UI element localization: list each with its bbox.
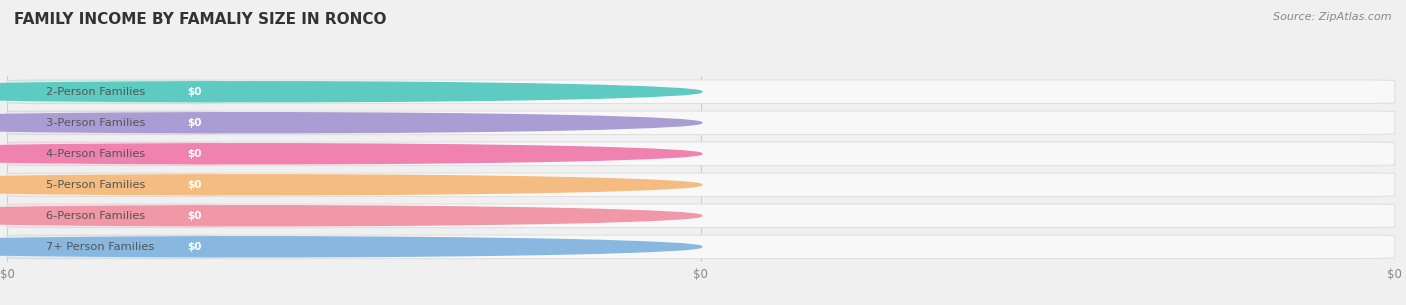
- FancyBboxPatch shape: [172, 113, 217, 133]
- Text: 7+ Person Families: 7+ Person Families: [46, 242, 155, 252]
- FancyBboxPatch shape: [7, 80, 222, 103]
- Text: 3-Person Families: 3-Person Families: [46, 118, 145, 128]
- FancyBboxPatch shape: [7, 111, 1395, 135]
- Circle shape: [0, 175, 702, 195]
- FancyBboxPatch shape: [172, 175, 217, 195]
- FancyBboxPatch shape: [7, 235, 222, 259]
- Circle shape: [0, 237, 702, 257]
- Text: FAMILY INCOME BY FAMALIY SIZE IN RONCO: FAMILY INCOME BY FAMALIY SIZE IN RONCO: [14, 12, 387, 27]
- FancyBboxPatch shape: [172, 82, 217, 102]
- FancyBboxPatch shape: [7, 142, 1395, 166]
- FancyBboxPatch shape: [172, 237, 217, 257]
- Circle shape: [0, 144, 702, 164]
- FancyBboxPatch shape: [7, 173, 222, 196]
- Text: 2-Person Families: 2-Person Families: [46, 87, 145, 97]
- FancyBboxPatch shape: [172, 144, 217, 164]
- Text: $0: $0: [187, 87, 201, 97]
- Text: 6-Person Families: 6-Person Families: [46, 211, 145, 221]
- FancyBboxPatch shape: [7, 80, 1395, 103]
- FancyBboxPatch shape: [7, 142, 222, 166]
- Circle shape: [0, 82, 702, 102]
- Circle shape: [0, 206, 702, 226]
- Circle shape: [0, 113, 702, 133]
- Text: 4-Person Families: 4-Person Families: [46, 149, 145, 159]
- Text: $0: $0: [187, 149, 201, 159]
- Text: Source: ZipAtlas.com: Source: ZipAtlas.com: [1274, 12, 1392, 22]
- FancyBboxPatch shape: [7, 235, 1395, 259]
- FancyBboxPatch shape: [7, 204, 222, 228]
- Text: $0: $0: [187, 211, 201, 221]
- Text: 5-Person Families: 5-Person Families: [46, 180, 145, 190]
- FancyBboxPatch shape: [7, 111, 222, 135]
- Text: $0: $0: [187, 242, 201, 252]
- FancyBboxPatch shape: [7, 204, 1395, 228]
- FancyBboxPatch shape: [7, 173, 1395, 196]
- Text: $0: $0: [187, 118, 201, 128]
- FancyBboxPatch shape: [172, 206, 217, 226]
- Text: $0: $0: [187, 180, 201, 190]
